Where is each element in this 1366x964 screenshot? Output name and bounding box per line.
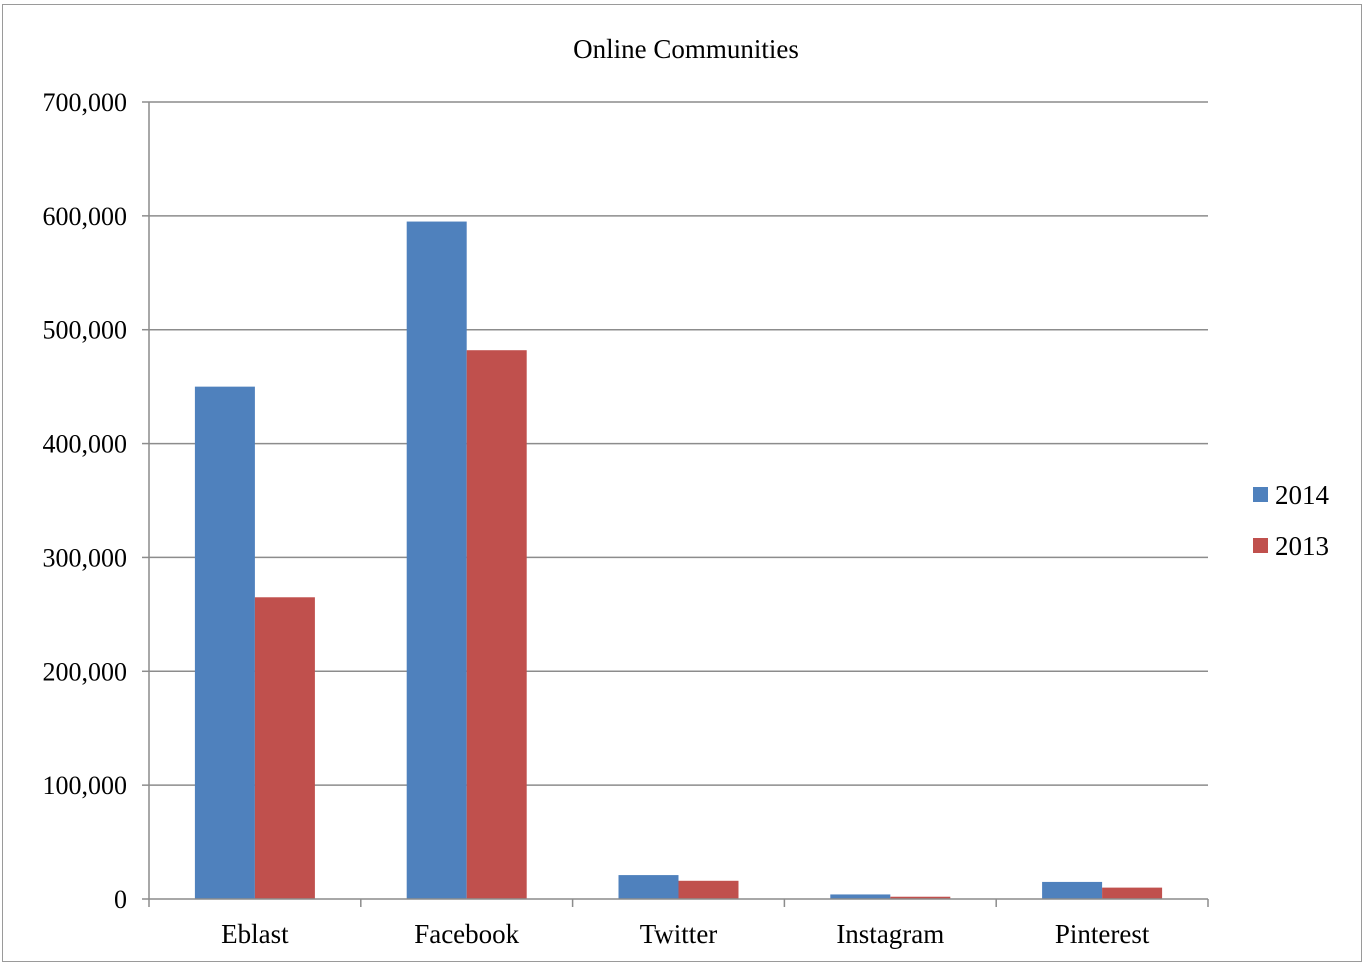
bar-twitter-2014 bbox=[618, 875, 679, 899]
y-tick-label: 100,000 bbox=[43, 771, 128, 800]
bar-instagram-2014 bbox=[830, 894, 891, 899]
bar-eblast-2013 bbox=[254, 597, 315, 899]
legend-label-2014: 2014 bbox=[1275, 480, 1330, 510]
x-tick-label-pinterest: Pinterest bbox=[1055, 919, 1150, 949]
legend-label-2013: 2013 bbox=[1275, 531, 1329, 561]
y-tick-label: 700,000 bbox=[43, 88, 128, 117]
legend-swatch-2014 bbox=[1253, 487, 1268, 502]
axes bbox=[148, 102, 1209, 907]
bar-pinterest-2014 bbox=[1042, 881, 1103, 899]
bar-pinterest-2013 bbox=[1102, 887, 1163, 899]
chart-frame: Online Communities 0 100,000 200,000 300,00… bbox=[2, 4, 1362, 962]
y-tick-label: 0 bbox=[114, 885, 127, 914]
bar-eblast-2014 bbox=[194, 386, 255, 900]
bar-twitter-2013 bbox=[678, 880, 739, 899]
online-communities-chart: Online Communities 0 100,000 200,000 300,00… bbox=[43, 34, 1330, 949]
x-tick-label-facebook: Facebook bbox=[414, 919, 519, 949]
x-axis-tick-labels: Eblast Facebook Twitter Instagram Pinterest bbox=[221, 919, 1150, 949]
y-axis-tick-labels: 0 100,000 200,000 300,000 400,000 500,000 600,… bbox=[43, 88, 128, 914]
gridlines bbox=[142, 101, 1208, 900]
bars bbox=[194, 221, 1163, 900]
x-tick-label-instagram: Instagram bbox=[836, 919, 944, 949]
x-tick-label-eblast: Eblast bbox=[221, 919, 289, 949]
legend-swatch-2013 bbox=[1253, 538, 1268, 553]
legend: 2014 2013 bbox=[1253, 480, 1330, 561]
bar-facebook-2014 bbox=[406, 221, 467, 900]
y-tick-label: 500,000 bbox=[43, 316, 128, 345]
y-tick-label: 600,000 bbox=[43, 202, 128, 231]
y-tick-label: 300,000 bbox=[43, 543, 128, 572]
bar-facebook-2013 bbox=[466, 350, 527, 899]
y-tick-label: 400,000 bbox=[43, 430, 128, 459]
bar-instagram-2013 bbox=[890, 896, 951, 899]
x-tick-label-twitter: Twitter bbox=[640, 919, 718, 949]
y-tick-label: 200,000 bbox=[43, 657, 128, 686]
chart-title: Online Communities bbox=[573, 34, 799, 64]
